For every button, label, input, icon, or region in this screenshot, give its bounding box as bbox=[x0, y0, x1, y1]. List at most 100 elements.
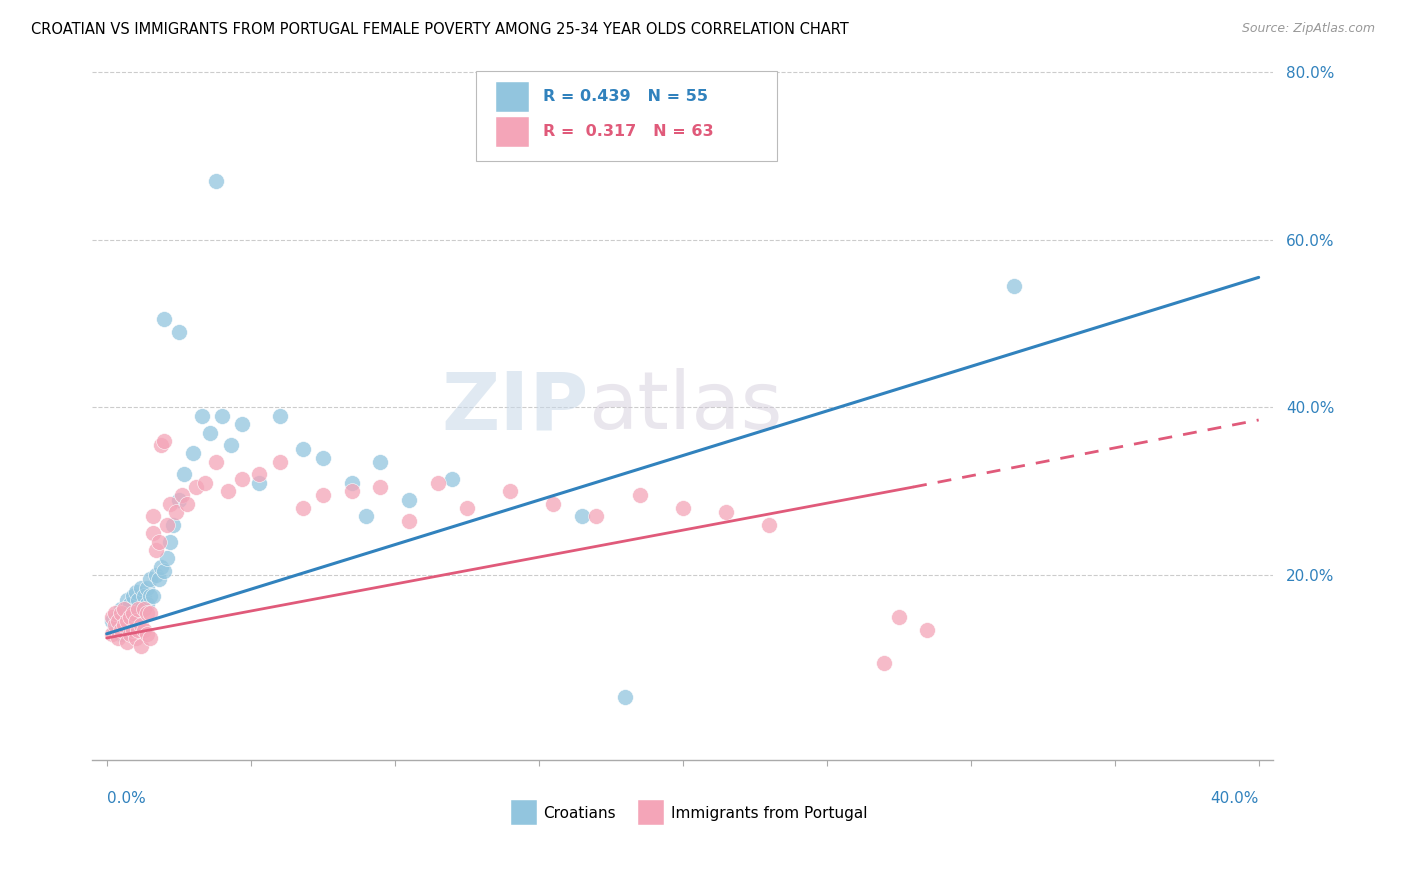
Point bbox=[104, 618, 127, 632]
Point bbox=[217, 484, 239, 499]
Point bbox=[269, 409, 291, 423]
Point bbox=[887, 610, 910, 624]
Point bbox=[211, 409, 233, 423]
Point bbox=[167, 325, 190, 339]
Point bbox=[101, 614, 124, 628]
Point bbox=[191, 409, 214, 423]
Point bbox=[153, 434, 176, 448]
Point bbox=[112, 618, 135, 632]
Point bbox=[173, 467, 195, 482]
Point bbox=[499, 484, 522, 499]
Point bbox=[184, 480, 207, 494]
Point bbox=[1002, 278, 1025, 293]
Point bbox=[145, 568, 167, 582]
Point bbox=[148, 534, 170, 549]
Point bbox=[129, 640, 152, 654]
Point bbox=[150, 438, 173, 452]
Point bbox=[107, 610, 129, 624]
Point bbox=[118, 610, 141, 624]
Point bbox=[121, 606, 143, 620]
Point bbox=[156, 517, 179, 532]
Point bbox=[107, 614, 129, 628]
Point bbox=[219, 438, 242, 452]
Point bbox=[139, 631, 162, 645]
Point bbox=[101, 610, 124, 624]
Text: CROATIAN VS IMMIGRANTS FROM PORTUGAL FEMALE POVERTY AMONG 25-34 YEAR OLDS CORREL: CROATIAN VS IMMIGRANTS FROM PORTUGAL FEM… bbox=[31, 22, 849, 37]
Point bbox=[340, 475, 363, 490]
Point bbox=[145, 543, 167, 558]
Point bbox=[118, 627, 141, 641]
Point bbox=[873, 656, 896, 670]
Point bbox=[354, 509, 377, 524]
Point bbox=[312, 450, 335, 465]
Point bbox=[142, 526, 165, 541]
Text: 0.0%: 0.0% bbox=[107, 791, 145, 806]
Point bbox=[153, 564, 176, 578]
Point bbox=[134, 589, 156, 603]
Point bbox=[118, 618, 141, 632]
Text: 40.0%: 40.0% bbox=[1211, 791, 1258, 806]
Point bbox=[247, 467, 270, 482]
Point bbox=[127, 601, 149, 615]
Point bbox=[110, 601, 132, 615]
Point bbox=[124, 606, 146, 620]
Point bbox=[110, 606, 132, 620]
Point bbox=[247, 475, 270, 490]
FancyBboxPatch shape bbox=[496, 117, 529, 147]
Point bbox=[167, 492, 190, 507]
Point bbox=[269, 455, 291, 469]
Point bbox=[194, 475, 217, 490]
Point bbox=[368, 455, 391, 469]
Point bbox=[101, 627, 124, 641]
Point bbox=[110, 623, 132, 637]
Point bbox=[129, 581, 152, 595]
Point bbox=[159, 534, 181, 549]
Point bbox=[205, 455, 228, 469]
Point bbox=[124, 614, 146, 628]
Text: Immigrants from Portugal: Immigrants from Portugal bbox=[671, 805, 868, 821]
Point bbox=[136, 581, 159, 595]
Point bbox=[156, 551, 179, 566]
Point bbox=[142, 589, 165, 603]
Point bbox=[127, 623, 149, 637]
FancyBboxPatch shape bbox=[512, 800, 537, 825]
Point bbox=[148, 572, 170, 586]
Point bbox=[139, 572, 162, 586]
Point bbox=[107, 631, 129, 645]
FancyBboxPatch shape bbox=[496, 82, 529, 112]
Point bbox=[112, 601, 135, 615]
Point bbox=[121, 623, 143, 637]
Point bbox=[176, 497, 198, 511]
Point bbox=[115, 614, 138, 628]
Text: R = 0.439   N = 55: R = 0.439 N = 55 bbox=[543, 89, 709, 104]
Point bbox=[115, 593, 138, 607]
Point bbox=[112, 606, 135, 620]
Point bbox=[159, 497, 181, 511]
Point bbox=[170, 488, 193, 502]
Point bbox=[398, 492, 420, 507]
Point bbox=[150, 559, 173, 574]
Point bbox=[115, 614, 138, 628]
Point bbox=[426, 475, 449, 490]
Point bbox=[541, 497, 564, 511]
Point bbox=[136, 598, 159, 612]
Point bbox=[571, 509, 593, 524]
Point bbox=[585, 509, 607, 524]
Point bbox=[231, 472, 253, 486]
Point bbox=[134, 601, 156, 615]
Point bbox=[136, 606, 159, 620]
Point bbox=[917, 623, 939, 637]
Point bbox=[110, 627, 132, 641]
Point bbox=[672, 501, 695, 516]
Point bbox=[134, 601, 156, 615]
Point bbox=[115, 635, 138, 649]
Point bbox=[614, 690, 637, 704]
Point bbox=[441, 472, 464, 486]
Point bbox=[129, 618, 152, 632]
Point bbox=[398, 514, 420, 528]
Point bbox=[628, 488, 651, 502]
Point bbox=[153, 312, 176, 326]
Point bbox=[758, 517, 780, 532]
Point bbox=[205, 174, 228, 188]
Point bbox=[118, 598, 141, 612]
